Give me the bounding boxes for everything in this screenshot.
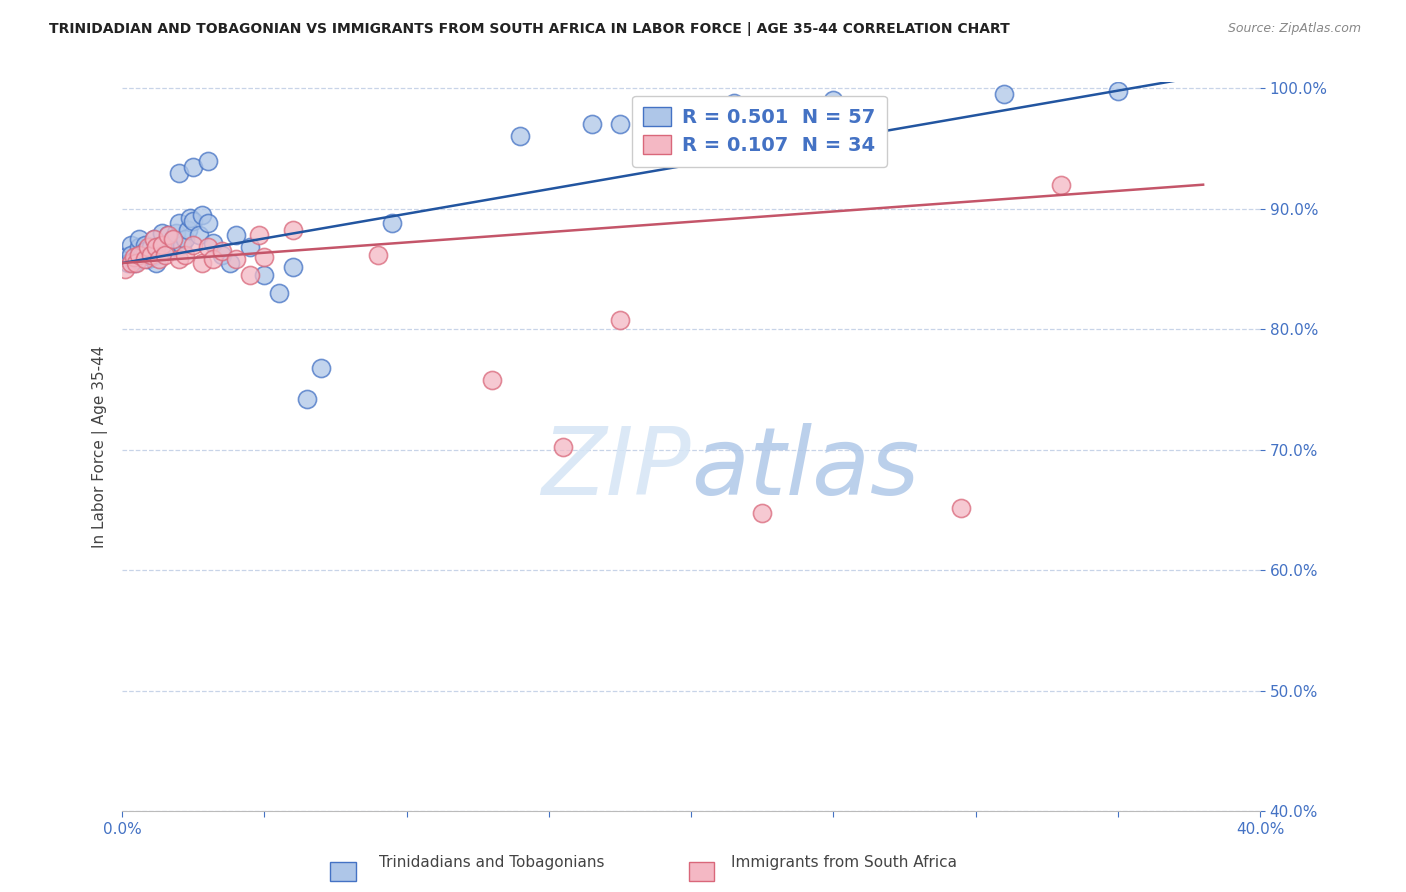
Point xyxy=(162,232,184,246)
Point xyxy=(125,256,148,270)
Point xyxy=(114,250,136,264)
Point xyxy=(191,256,214,270)
Point xyxy=(120,247,142,261)
Point xyxy=(281,260,304,274)
Point xyxy=(131,247,153,261)
Point xyxy=(295,392,318,407)
Point xyxy=(142,232,165,246)
Point xyxy=(153,244,176,258)
Point xyxy=(136,240,159,254)
Point xyxy=(114,262,136,277)
Text: ZIP: ZIP xyxy=(541,423,692,514)
Point xyxy=(173,247,195,261)
Point xyxy=(128,240,150,254)
Text: Source: ZipAtlas.com: Source: ZipAtlas.com xyxy=(1227,22,1361,36)
Point xyxy=(139,240,162,254)
Point xyxy=(167,252,190,267)
Point xyxy=(197,153,219,168)
Point xyxy=(219,256,242,270)
Legend: R = 0.501  N = 57, R = 0.107  N = 34: R = 0.501 N = 57, R = 0.107 N = 34 xyxy=(631,95,887,167)
Point xyxy=(609,117,631,131)
Point xyxy=(202,252,225,267)
Point xyxy=(281,223,304,237)
Point xyxy=(179,211,201,226)
Point xyxy=(128,232,150,246)
Point xyxy=(150,226,173,240)
Point xyxy=(156,228,179,243)
Point xyxy=(247,228,270,243)
Point xyxy=(183,238,205,252)
Point xyxy=(1107,84,1129,98)
Point xyxy=(117,256,139,270)
Point xyxy=(145,256,167,270)
Point xyxy=(125,252,148,267)
Point xyxy=(197,240,219,254)
Point xyxy=(381,216,404,230)
Point xyxy=(170,238,193,252)
Point xyxy=(150,238,173,252)
Point xyxy=(148,240,170,254)
Point xyxy=(122,250,145,264)
Point xyxy=(136,252,159,267)
Point xyxy=(183,160,205,174)
Point xyxy=(162,232,184,246)
Point xyxy=(637,108,659,122)
Y-axis label: In Labor Force | Age 35-44: In Labor Force | Age 35-44 xyxy=(93,345,108,548)
Point xyxy=(153,238,176,252)
Point xyxy=(120,238,142,252)
Point xyxy=(823,93,845,107)
Point xyxy=(173,232,195,246)
Text: Trinidadians and Tobagonians: Trinidadians and Tobagonians xyxy=(380,855,605,870)
Point xyxy=(134,252,156,267)
Point xyxy=(183,214,205,228)
Point xyxy=(311,360,333,375)
Point xyxy=(253,268,276,282)
Point xyxy=(367,247,389,261)
Point xyxy=(225,252,247,267)
Point xyxy=(197,216,219,230)
Point xyxy=(159,240,181,254)
Point xyxy=(120,256,142,270)
Point xyxy=(481,373,503,387)
Text: Immigrants from South Africa: Immigrants from South Africa xyxy=(731,855,956,870)
Point xyxy=(723,95,745,110)
Point xyxy=(122,256,145,270)
Point xyxy=(188,228,211,243)
Point xyxy=(239,268,262,282)
Text: TRINIDADIAN AND TOBAGONIAN VS IMMIGRANTS FROM SOUTH AFRICA IN LABOR FORCE | AGE : TRINIDADIAN AND TOBAGONIAN VS IMMIGRANTS… xyxy=(49,22,1010,37)
Point xyxy=(211,244,233,258)
Point xyxy=(145,247,167,261)
Point xyxy=(950,500,973,515)
Point xyxy=(145,240,167,254)
Point xyxy=(142,232,165,246)
Point xyxy=(253,250,276,264)
Point xyxy=(139,247,162,261)
Point xyxy=(609,312,631,326)
Point xyxy=(267,286,290,301)
Point xyxy=(134,238,156,252)
Point xyxy=(211,247,233,261)
Point xyxy=(153,247,176,261)
Point xyxy=(553,441,575,455)
Point xyxy=(581,117,603,131)
Point xyxy=(128,247,150,261)
Text: atlas: atlas xyxy=(692,423,920,514)
Point xyxy=(167,166,190,180)
Point xyxy=(176,223,198,237)
Point xyxy=(139,250,162,264)
Point xyxy=(509,129,531,144)
Point xyxy=(681,103,703,117)
Point xyxy=(156,228,179,243)
Point xyxy=(148,252,170,267)
Point xyxy=(751,506,773,520)
Point xyxy=(165,226,187,240)
Point xyxy=(993,87,1015,102)
Point xyxy=(191,208,214,222)
Point xyxy=(239,240,262,254)
Point xyxy=(225,228,247,243)
Point xyxy=(134,244,156,258)
Point xyxy=(202,235,225,250)
Point xyxy=(1050,178,1073,192)
Point xyxy=(167,216,190,230)
